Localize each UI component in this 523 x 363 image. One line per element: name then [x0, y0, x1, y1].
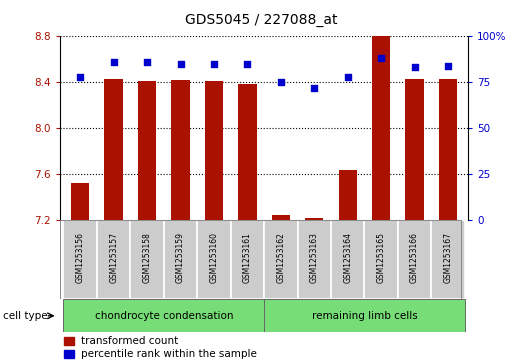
Text: transformed count: transformed count — [81, 336, 178, 346]
Bar — [331, 220, 365, 299]
Bar — [439, 79, 457, 220]
Text: GSM1253162: GSM1253162 — [276, 233, 286, 284]
Bar — [231, 220, 264, 299]
Text: chondrocyte condensation: chondrocyte condensation — [95, 311, 233, 321]
Bar — [264, 220, 298, 299]
Point — [344, 74, 352, 79]
Bar — [398, 220, 431, 299]
Bar — [238, 85, 257, 220]
Text: GSM1253156: GSM1253156 — [76, 232, 85, 284]
Point — [444, 63, 452, 69]
Bar — [305, 219, 323, 220]
Text: percentile rank within the sample: percentile rank within the sample — [81, 350, 256, 359]
Bar — [197, 220, 231, 299]
Bar — [205, 81, 223, 220]
Point — [143, 59, 151, 65]
Point — [109, 59, 118, 65]
Text: GDS5045 / 227088_at: GDS5045 / 227088_at — [185, 13, 338, 27]
Text: remaining limb cells: remaining limb cells — [312, 311, 417, 321]
Text: GSM1253157: GSM1253157 — [109, 232, 118, 284]
Text: GSM1253160: GSM1253160 — [209, 232, 219, 284]
Bar — [64, 337, 74, 345]
Point — [377, 56, 385, 61]
Text: GSM1253158: GSM1253158 — [143, 233, 152, 284]
Bar — [71, 183, 89, 220]
Text: GSM1253167: GSM1253167 — [444, 232, 452, 284]
Text: GSM1253166: GSM1253166 — [410, 232, 419, 284]
Bar — [405, 79, 424, 220]
Text: GSM1253163: GSM1253163 — [310, 232, 319, 284]
Bar — [365, 220, 398, 299]
Point — [176, 61, 185, 67]
Bar — [264, 299, 465, 332]
Bar — [431, 220, 465, 299]
Text: GSM1253164: GSM1253164 — [343, 232, 352, 284]
Bar — [271, 215, 290, 220]
Bar — [97, 220, 130, 299]
Point — [310, 85, 319, 90]
Bar — [130, 220, 164, 299]
Text: cell type: cell type — [3, 311, 47, 321]
Bar — [138, 81, 156, 220]
Text: GSM1253159: GSM1253159 — [176, 232, 185, 284]
Bar — [63, 299, 264, 332]
Bar — [64, 350, 74, 358]
Point — [411, 65, 419, 70]
Point — [210, 61, 218, 67]
Bar — [105, 79, 123, 220]
Bar — [338, 170, 357, 220]
Bar — [172, 80, 190, 220]
Point — [277, 79, 285, 85]
Bar — [164, 220, 197, 299]
Point — [76, 74, 84, 79]
Bar — [63, 220, 97, 299]
Bar — [298, 220, 331, 299]
Bar — [372, 36, 390, 220]
Text: GSM1253165: GSM1253165 — [377, 232, 385, 284]
Point — [243, 61, 252, 67]
Text: GSM1253161: GSM1253161 — [243, 233, 252, 284]
